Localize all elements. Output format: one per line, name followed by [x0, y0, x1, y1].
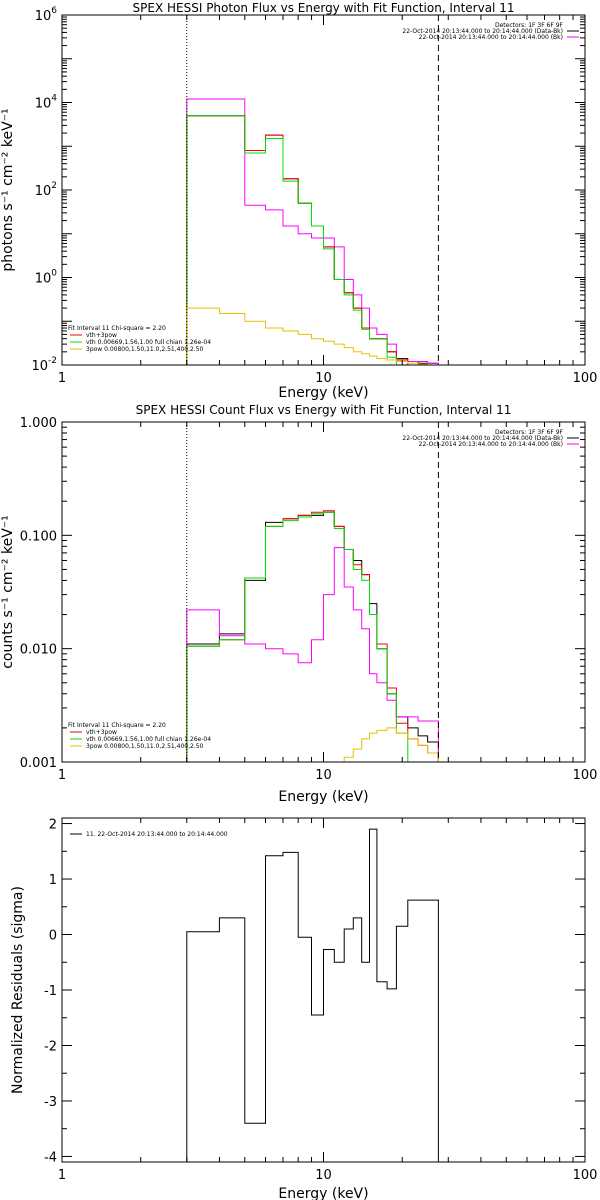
y-tick-label-base: -1 — [44, 984, 57, 999]
y-tick-label-base: 10 — [35, 97, 52, 112]
y-tick-label-base: 0.100 — [20, 529, 57, 544]
y-tick-label-base: -4 — [44, 1150, 57, 1165]
y-tick-label-base: 10 — [35, 9, 52, 24]
legend-left-entry: 3pow 0.00800,1.50,11.0,2.51,400,2.50 — [86, 346, 204, 353]
legend-right-entry: 22-Oct-2014 20:13:44.000 to 20:14:44.000… — [419, 34, 563, 41]
legend-right-entry: 22-Oct-2014 20:13:44.000 to 20:14:44.000… — [402, 435, 563, 442]
legend-left-entry: vth 0.00669,1.56,1.00 full chian 1.26e-0… — [86, 339, 211, 346]
y-tick-label-exp: -2 — [48, 356, 57, 366]
axes-frame — [61, 14, 586, 366]
x-axis-label: Energy (keV) — [278, 1186, 368, 1200]
y-tick-label: 100 — [35, 269, 58, 287]
chart-panel-2: SPEX HESSI Count Flux vs Energy with Fit… — [0, 403, 597, 805]
y-tick-label: 1 — [49, 873, 57, 888]
chart-title: SPEX HESSI Photon Flux vs Energy with Fi… — [133, 1, 515, 15]
chart-panel-3: 1 10 100 -4 -3 -2 -1 0 1 2 Energy (keV) Normalized … — [10, 817, 598, 1200]
x-tick-label: 100 — [573, 1168, 598, 1183]
y-tick-label-exp: 0 — [51, 269, 57, 279]
y-tick-label: 106 — [35, 6, 58, 24]
legend-right-entry: 22-Oct-2014 20:13:44.000 to 20:14:44.000… — [402, 28, 563, 35]
y-tick-label-base: -2 — [44, 1039, 57, 1054]
y-tick-label: 10-2 — [31, 356, 57, 374]
x-tick-label: 1 — [58, 768, 66, 783]
chart-panel-1: SPEX HESSI Photon Flux vs Energy with Fi… — [0, 1, 597, 401]
y-tick-label: 0 — [49, 929, 57, 944]
y-tick-label: 1.000 — [20, 416, 57, 431]
series-line-bk — [186, 98, 439, 365]
y-axis-label: Normalized Residuals (sigma) — [10, 886, 26, 1094]
y-tick-label-base: 0 — [49, 929, 57, 944]
y-axis-label: photons s⁻¹ cm⁻² keV⁻¹ — [0, 108, 16, 271]
series-group — [186, 98, 439, 365]
legend-left-entry: vth+3pow — [86, 729, 117, 736]
y-tick-label-exp: 2 — [51, 181, 57, 191]
x-tick-label: 10 — [315, 768, 332, 783]
y-tick-label: 2 — [49, 818, 57, 833]
y-tick-label: 102 — [35, 181, 57, 199]
y-tick-label: 104 — [35, 94, 58, 112]
x-axis-label: Energy (keV) — [278, 385, 368, 401]
y-tick-label: -2 — [44, 1039, 57, 1054]
x-axis-label: Energy (keV) — [278, 789, 368, 805]
y-tick-label-exp: 4 — [51, 94, 57, 104]
y-tick-label: -1 — [44, 984, 57, 999]
y-tick-label-base: 10 — [35, 272, 52, 287]
series-line-bk — [186, 547, 439, 762]
x-tick-label: 10 — [315, 371, 332, 386]
y-tick-label: 0.010 — [20, 643, 57, 658]
x-tick-label: 100 — [573, 371, 598, 386]
x-tick-label: 1 — [58, 371, 66, 386]
legend-left-entry: 3pow 0.00800,1.50,11.0,2.51,400,2.50 — [86, 743, 204, 750]
series-line-3pow — [186, 727, 439, 762]
x-tick-label: 1 — [58, 1168, 66, 1183]
axes-frame — [61, 421, 586, 763]
y-tick-label: -3 — [44, 1095, 57, 1110]
series-line-3pow — [186, 307, 439, 365]
legend-left-entry: Fit Interval 11 Chi-square = 2.20 — [68, 722, 166, 729]
series-line-data-bk — [186, 115, 439, 365]
legend-left-entry: vth+3pow — [86, 332, 117, 339]
series-group — [186, 510, 439, 762]
y-tick-label-base: 1.000 — [20, 416, 57, 431]
series-line-vth — [186, 115, 439, 365]
y-tick-label: -4 — [44, 1150, 57, 1165]
y-tick-label-base: 0.010 — [20, 643, 57, 658]
chart-title: SPEX HESSI Count Flux vs Energy with Fit… — [136, 403, 512, 417]
y-tick-label: 0.001 — [20, 756, 57, 771]
legend-right-entry: Detectors: 1F 3F 6F 9F — [495, 429, 564, 436]
y-tick-label: 0.100 — [20, 529, 57, 544]
legend-left-entry: 11. 22-Oct-2014 20:13:44.000 to 20:14:44… — [86, 831, 228, 838]
legend-left-entry: vth 0.00669,1.56,1.00 full chian 1.26e-0… — [86, 736, 211, 743]
legend-right-entry: Detectors: 1F 3F 6F 9F — [495, 22, 564, 29]
series-line-vth-3pow — [186, 510, 439, 762]
y-tick-label-base: 1 — [49, 873, 57, 888]
series-line-vth — [186, 511, 439, 762]
y-tick-label-base: 10 — [35, 184, 52, 199]
y-tick-label-base: -3 — [44, 1095, 57, 1110]
y-tick-label-base: 10 — [31, 359, 48, 374]
legend-right-entry: 22-Oct-2014 20:13:44.000 to 20:14:44.000… — [419, 441, 563, 448]
series-line-data-bk — [186, 511, 439, 762]
y-axis-label: counts s⁻¹ cm⁻² keV⁻¹ — [0, 515, 16, 669]
legend-left-entry: Fit Interval 11 Chi-square = 2.20 — [68, 325, 166, 332]
x-tick-label: 10 — [315, 1168, 332, 1183]
series-line-vth-3pow — [186, 115, 439, 365]
series-line-11 — [186, 828, 439, 1162]
x-tick-label: 100 — [573, 768, 598, 783]
y-tick-label-exp: 6 — [51, 6, 57, 16]
series-group — [186, 828, 439, 1162]
y-tick-label-base: 0.001 — [20, 756, 57, 771]
y-tick-label-base: 2 — [49, 818, 57, 833]
